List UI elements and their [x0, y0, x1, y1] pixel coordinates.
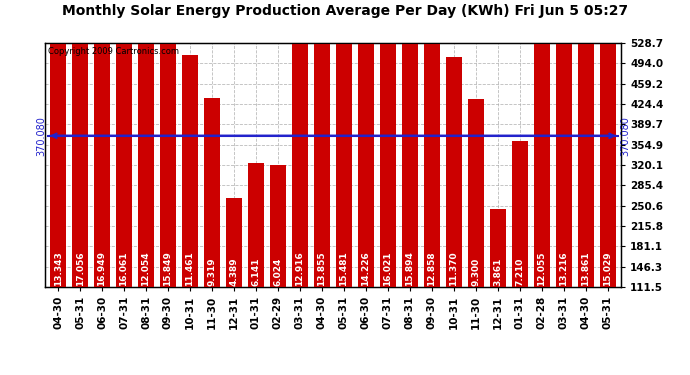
- Bar: [555, 20, 572, 287]
- Text: 6.141: 6.141: [251, 257, 260, 286]
- Text: 370.080: 370.080: [620, 116, 630, 156]
- Bar: [424, 27, 440, 287]
- Bar: [50, 17, 66, 287]
- Text: 13.216: 13.216: [560, 251, 569, 286]
- Bar: [181, 55, 198, 287]
- Text: 9.319: 9.319: [208, 257, 217, 286]
- Text: 16.949: 16.949: [97, 251, 106, 286]
- Text: 6.024: 6.024: [273, 257, 282, 286]
- Bar: [314, 6, 331, 287]
- Text: 13.855: 13.855: [317, 251, 326, 286]
- Text: 16.061: 16.061: [119, 251, 128, 286]
- Text: 15.029: 15.029: [603, 251, 612, 286]
- Text: 13.861: 13.861: [581, 251, 591, 286]
- Text: 3.861: 3.861: [493, 257, 502, 286]
- Bar: [357, 0, 374, 287]
- Bar: [600, 0, 616, 287]
- Text: 16.021: 16.021: [384, 251, 393, 286]
- Bar: [533, 43, 550, 287]
- Bar: [292, 26, 308, 287]
- Bar: [94, 0, 110, 287]
- Bar: [116, 0, 132, 287]
- Text: Monthly Solar Energy Production Average Per Day (KWh) Fri Jun 5 05:27: Monthly Solar Energy Production Average …: [62, 4, 628, 18]
- Bar: [490, 209, 506, 287]
- Text: Copyright 2009 Cartronics.com: Copyright 2009 Cartronics.com: [48, 47, 179, 56]
- Bar: [248, 162, 264, 287]
- Text: 12.858: 12.858: [427, 251, 436, 286]
- Text: 4.389: 4.389: [230, 257, 239, 286]
- Text: 15.849: 15.849: [164, 251, 172, 286]
- Text: 11.461: 11.461: [186, 251, 195, 286]
- Text: 12.916: 12.916: [295, 251, 304, 286]
- Text: 14.226: 14.226: [362, 251, 371, 286]
- Bar: [468, 99, 484, 287]
- Text: 11.370: 11.370: [449, 251, 458, 286]
- Bar: [72, 0, 88, 287]
- Bar: [446, 57, 462, 287]
- Bar: [380, 0, 396, 287]
- Text: 15.894: 15.894: [406, 251, 415, 286]
- Bar: [335, 0, 352, 287]
- Bar: [578, 6, 594, 287]
- Text: 9.300: 9.300: [471, 258, 480, 286]
- Text: 7.210: 7.210: [515, 257, 524, 286]
- Bar: [511, 141, 528, 287]
- Text: 12.055: 12.055: [538, 251, 546, 286]
- Bar: [402, 0, 418, 287]
- Text: 13.343: 13.343: [54, 251, 63, 286]
- Text: 15.481: 15.481: [339, 251, 348, 286]
- Text: 370.080: 370.080: [36, 116, 46, 156]
- Bar: [138, 43, 155, 287]
- Text: 17.056: 17.056: [75, 251, 85, 286]
- Bar: [270, 165, 286, 287]
- Bar: [226, 198, 242, 287]
- Bar: [160, 0, 176, 287]
- Text: 12.054: 12.054: [141, 251, 150, 286]
- Bar: [204, 98, 220, 287]
